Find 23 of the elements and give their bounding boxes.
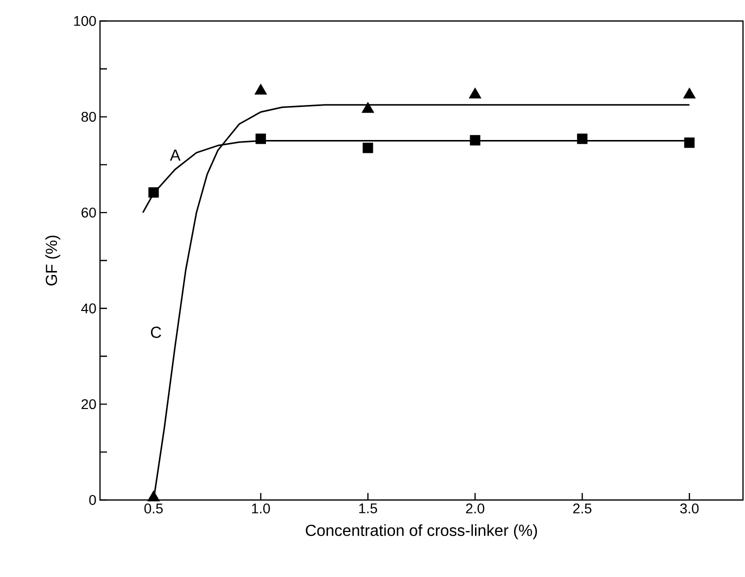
- point: [147, 490, 160, 502]
- y-tick-label: 20: [82, 399, 96, 410]
- x-tick-label: 0.5: [144, 504, 163, 514]
- point: [470, 135, 480, 146]
- y-tick-label: 60: [82, 208, 96, 218]
- point: [148, 187, 159, 198]
- x-tick-label: 1.0: [252, 504, 270, 514]
- point: [577, 134, 588, 144]
- y-tick-label: 100: [74, 16, 96, 26]
- annotation: A: [170, 150, 181, 161]
- point: [256, 134, 266, 144]
- x-tick-label: 2.5: [573, 504, 592, 514]
- point: [684, 137, 695, 148]
- annotation: C: [150, 326, 162, 338]
- x-tick-label: 2.0: [466, 504, 484, 514]
- y-tick-label: 80: [82, 112, 96, 122]
- y-axis-title: GF (%): [45, 236, 60, 286]
- point: [362, 142, 374, 154]
- x-tick-label: 1.5: [359, 504, 378, 514]
- x-axis-title: Concentration of cross-linker (%): [306, 524, 537, 540]
- y-tick-label: 40: [81, 303, 96, 314]
- y-tick-label: 0: [89, 495, 96, 505]
- x-tick-label: 3.0: [680, 504, 699, 514]
